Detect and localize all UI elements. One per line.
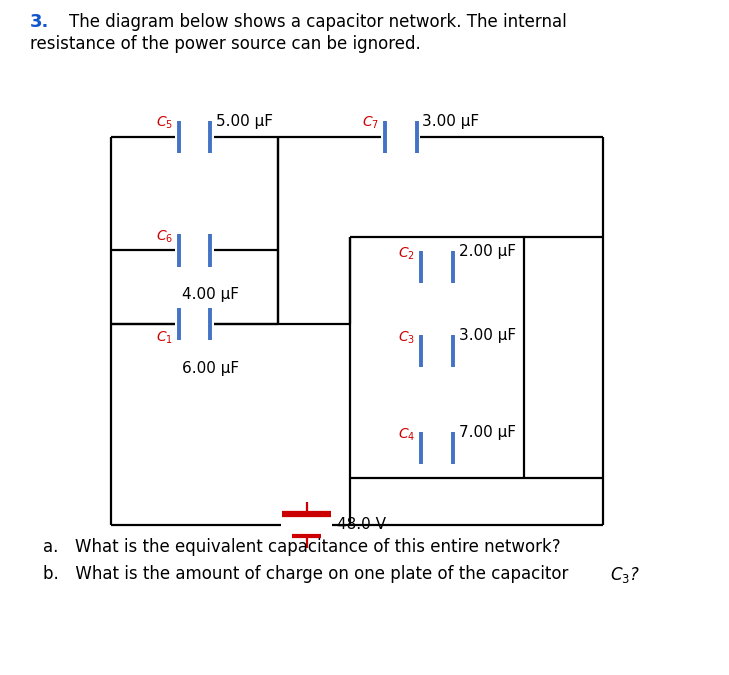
Text: 3.00 μF: 3.00 μF <box>459 328 515 343</box>
Text: $C_7$: $C_7$ <box>362 115 379 132</box>
Text: $C_3$?: $C_3$? <box>610 565 641 585</box>
Text: 5.00 μF: 5.00 μF <box>217 113 273 129</box>
Text: 7.00 μF: 7.00 μF <box>459 425 515 440</box>
Text: 6.00 μF: 6.00 μF <box>182 361 239 376</box>
Text: a. What is the equivalent capacitance of this entire network?: a. What is the equivalent capacitance of… <box>42 539 560 556</box>
Text: 48.0 V: 48.0 V <box>337 518 386 533</box>
Text: $C_3$: $C_3$ <box>398 329 415 346</box>
Text: b. What is the amount of charge on one plate of the capacitor: b. What is the amount of charge on one p… <box>42 565 573 583</box>
Text: 4.00 μF: 4.00 μF <box>182 288 239 302</box>
Text: $C_4$: $C_4$ <box>398 426 415 443</box>
Text: 2.00 μF: 2.00 μF <box>459 244 515 259</box>
Text: 3.: 3. <box>31 13 50 31</box>
Text: $C_1$: $C_1$ <box>156 329 173 346</box>
Text: $C_6$: $C_6$ <box>155 229 173 245</box>
Text: $C_5$: $C_5$ <box>156 115 173 132</box>
Text: The diagram below shows a capacitor network. The internal: The diagram below shows a capacitor netw… <box>69 13 567 31</box>
Text: resistance of the power source can be ignored.: resistance of the power source can be ig… <box>31 35 421 53</box>
Text: $C_2$: $C_2$ <box>398 246 415 262</box>
Text: 3.00 μF: 3.00 μF <box>422 113 480 129</box>
